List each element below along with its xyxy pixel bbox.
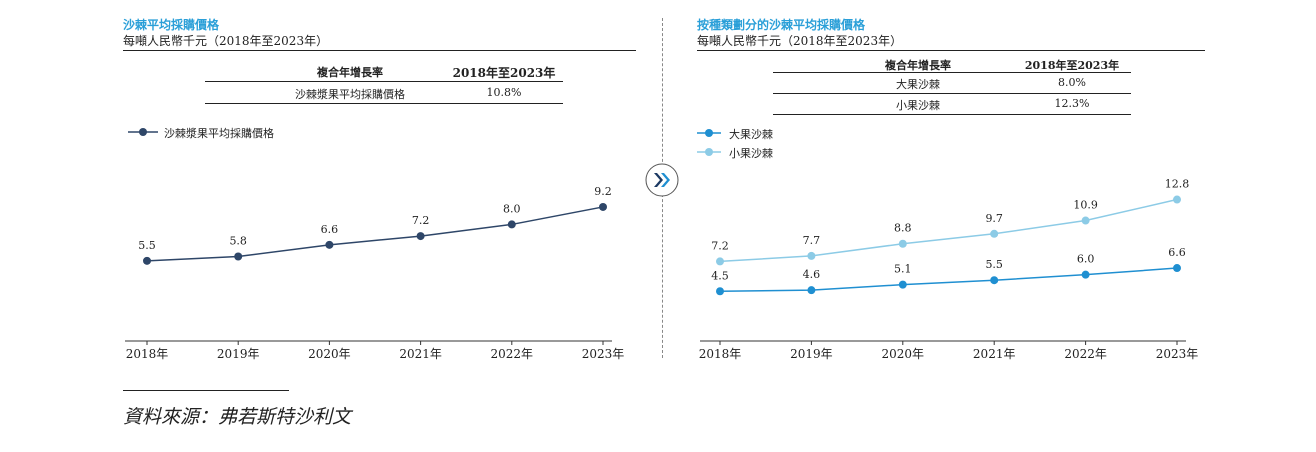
legend-line-marker bbox=[128, 128, 158, 136]
cagr-row-label: 大果沙棘 bbox=[896, 78, 940, 91]
data-point bbox=[416, 232, 425, 241]
cagr-row: 小果沙棘 12.3% bbox=[773, 96, 1131, 112]
x-tick-label: 2020年 bbox=[308, 347, 351, 361]
data-point bbox=[716, 257, 724, 266]
cagr-row: 大果沙棘 8.0% bbox=[773, 75, 1131, 91]
data-label: 4.5 bbox=[711, 269, 729, 282]
x-tick-label: 2022年 bbox=[491, 347, 534, 361]
data-point bbox=[898, 239, 907, 248]
data-point bbox=[1173, 195, 1181, 204]
cagr-header-rule bbox=[205, 81, 563, 82]
right-chart-subtitle: 每噸人民幣千元（2018年至2023年） bbox=[697, 34, 903, 48]
cagr-header-period: 2018年至2023年 bbox=[452, 66, 556, 80]
left-title-rule bbox=[123, 50, 636, 51]
data-label: 9.2 bbox=[594, 185, 612, 198]
x-tick-label: 2021年 bbox=[973, 347, 1016, 361]
right-cagr-table: 複合年增長率 2018年至2023年 大果沙棘 8.0% 小果沙棘 12.3% bbox=[773, 56, 1131, 116]
data-label: 7.7 bbox=[803, 234, 821, 247]
cagr-header-row: 複合年增長率 2018年至2023年 bbox=[205, 62, 563, 80]
cagr-header-label: 複合年增長率 bbox=[885, 59, 951, 72]
data-label: 7.2 bbox=[412, 214, 430, 227]
data-point bbox=[325, 240, 334, 249]
data-point bbox=[1081, 270, 1090, 279]
double-chevron-right-icon bbox=[645, 163, 679, 197]
cagr-header-period: 2018年至2023年 bbox=[1024, 59, 1120, 72]
data-label: 12.8 bbox=[1165, 178, 1190, 191]
right-chart-title: 按種類劃分的沙棘平均採購價格 bbox=[697, 18, 866, 32]
x-tick-label: 2019年 bbox=[217, 347, 260, 361]
cagr-row-value: 12.3% bbox=[1054, 97, 1090, 110]
cagr-row-rule bbox=[205, 103, 563, 104]
data-label: 9.7 bbox=[985, 212, 1003, 225]
data-point bbox=[1081, 216, 1090, 225]
cagr-row-rule bbox=[773, 114, 1131, 115]
cagr-header-rule bbox=[773, 72, 1131, 73]
x-tick-label: 2022年 bbox=[1064, 347, 1107, 361]
data-point bbox=[990, 276, 999, 285]
left-chart-title: 沙棘平均採購價格 bbox=[123, 18, 220, 32]
x-tick-label: 2020年 bbox=[882, 347, 925, 361]
data-label: 5.1 bbox=[894, 263, 912, 276]
left-cagr-table: 複合年增長率 2018年至2023年 沙棘漿果平均採購價格 10.8% bbox=[205, 62, 563, 104]
data-label: 6.6 bbox=[1168, 246, 1186, 259]
cagr-row: 沙棘漿果平均採購價格 10.8% bbox=[205, 84, 563, 101]
left-line-chart: 2018年 2019年 2020年 2021年 2022年 2023年 5.5 5.8 6.6 7… bbox=[125, 185, 625, 361]
data-label: 5.5 bbox=[985, 258, 1003, 271]
series-line bbox=[146, 206, 604, 262]
data-point bbox=[507, 220, 516, 229]
data-label: 7.2 bbox=[711, 239, 729, 252]
data-label: 8.0 bbox=[503, 202, 521, 215]
cagr-row-label: 小果沙棘 bbox=[896, 99, 940, 112]
data-point bbox=[807, 251, 816, 260]
cagr-row-value: 8.0% bbox=[1058, 76, 1086, 89]
source-note: 資料來源：弗若斯特沙利文 bbox=[123, 406, 352, 428]
data-point bbox=[990, 229, 999, 238]
data-point bbox=[599, 202, 607, 211]
right-line-chart: 2018年 2019年 2020年 2021年 2022年 2023年 4.5 4.6 5.1 5… bbox=[699, 178, 1199, 361]
data-label: 8.8 bbox=[894, 222, 912, 235]
data-label: 6.0 bbox=[1077, 253, 1095, 266]
data-point bbox=[898, 280, 907, 289]
x-tick-label: 2023年 bbox=[582, 347, 625, 361]
left-chart-subtitle: 每噸人民幣千元（2018年至2023年） bbox=[123, 34, 329, 48]
legend-label: 沙棘漿果平均採購價格 bbox=[164, 127, 274, 140]
data-point bbox=[234, 252, 243, 261]
right-title-rule bbox=[697, 50, 1205, 51]
data-label: 5.8 bbox=[229, 234, 247, 247]
cagr-row-value: 10.8% bbox=[486, 86, 522, 99]
cagr-row-label: 沙棘漿果平均採購價格 bbox=[295, 88, 405, 101]
legend-label: 大果沙棘 bbox=[729, 128, 773, 141]
data-point bbox=[716, 287, 724, 296]
x-tick-label: 2021年 bbox=[399, 347, 442, 361]
cagr-row-rule bbox=[773, 93, 1131, 94]
data-label: 4.6 bbox=[803, 268, 821, 281]
x-tick-label: 2023年 bbox=[1156, 347, 1199, 361]
data-label: 5.5 bbox=[138, 239, 156, 252]
x-tick-label: 2019年 bbox=[790, 347, 833, 361]
source-rule bbox=[123, 390, 289, 391]
legend-line-marker bbox=[697, 129, 721, 137]
data-label: 6.6 bbox=[321, 223, 339, 236]
cagr-header-row: 複合年增長率 2018年至2023年 bbox=[773, 56, 1131, 72]
x-tick-label: 2018年 bbox=[126, 347, 169, 361]
x-tick-label: 2018年 bbox=[699, 347, 742, 361]
data-label: 10.9 bbox=[1073, 199, 1098, 212]
series-line bbox=[719, 198, 1178, 263]
data-point bbox=[1173, 264, 1181, 273]
cagr-header-label: 複合年增長率 bbox=[317, 66, 383, 79]
data-point bbox=[143, 256, 151, 265]
legend-label: 小果沙棘 bbox=[729, 147, 773, 160]
data-point bbox=[807, 286, 816, 295]
series-line bbox=[719, 267, 1178, 293]
legend-line-marker bbox=[697, 148, 721, 156]
